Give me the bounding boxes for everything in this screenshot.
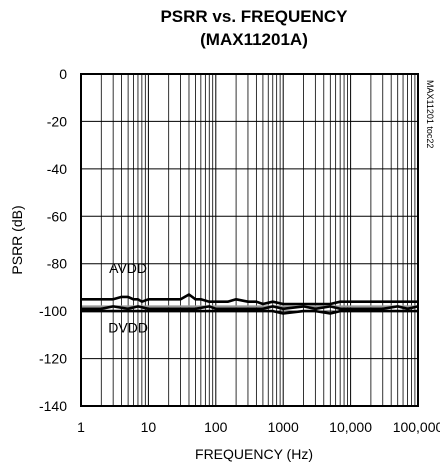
y-tick-label: 0 <box>59 66 67 82</box>
series-group <box>81 293 419 315</box>
x-tick-labels: 1 10 100 1000 10,000 100,000 <box>77 419 440 435</box>
figure-code: MAX11201 toc22 <box>425 80 435 148</box>
x-tick-label: 1 <box>77 419 85 435</box>
series-label-avdd: AVDD <box>109 260 147 276</box>
chart-subtitle: (MAX11201A) <box>200 30 308 49</box>
y-axis-label: PSRR (dB) <box>9 205 25 274</box>
y-tick-label: -100 <box>39 303 67 319</box>
x-tick-label: 100 <box>204 419 228 435</box>
y-tick-labels: 0 -20 -40 -60 -80 -100 -120 -140 <box>39 66 67 414</box>
plot-frame <box>80 73 419 407</box>
series-line-2 <box>81 309 418 315</box>
x-axis-label: FREQUENCY (Hz) <box>195 446 313 462</box>
y-tick-label: -140 <box>39 398 67 414</box>
y-tick-label: -40 <box>47 161 67 177</box>
y-tick-label: -20 <box>47 113 67 129</box>
series-label-dvdd: DVDD <box>108 319 148 335</box>
x-tick-label: 1000 <box>268 419 299 435</box>
y-tick-label: -120 <box>39 351 67 367</box>
grid <box>80 73 418 407</box>
x-tick-label: 10 <box>141 419 157 435</box>
series-line-0 <box>81 293 418 306</box>
chart-title: PSRR vs. FREQUENCY <box>160 7 348 26</box>
x-tick-label: 100,000 <box>393 419 440 435</box>
x-tick-label: 10,000 <box>329 419 372 435</box>
y-tick-label: -80 <box>47 256 67 272</box>
y-tick-label: -60 <box>47 208 67 224</box>
series-line-1 <box>81 305 419 311</box>
